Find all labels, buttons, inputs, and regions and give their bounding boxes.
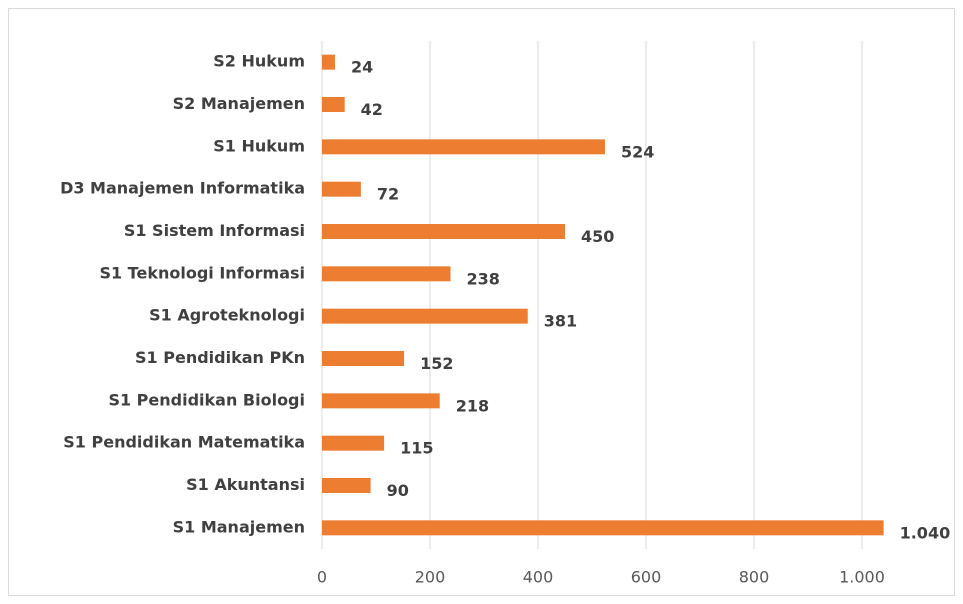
value-label: 218 [456, 396, 489, 415]
category-label: S2 Hukum [213, 52, 305, 71]
bar [322, 97, 345, 112]
value-label: 115 [400, 439, 433, 458]
value-label: 238 [467, 269, 500, 288]
bar [322, 478, 371, 493]
value-label: 24 [351, 58, 373, 77]
bar [322, 224, 565, 239]
bar [322, 139, 605, 155]
x-tick-label: 1.000 [839, 568, 885, 587]
bar [322, 181, 361, 197]
category-label: S1 Agroteknologi [149, 306, 305, 325]
value-label: 381 [544, 312, 577, 331]
category-label: S1 Akuntansi [186, 475, 305, 494]
bar [322, 520, 884, 536]
bar [322, 308, 528, 324]
category-label: S1 Manajemen [173, 517, 305, 536]
bar [322, 435, 385, 451]
bar [322, 393, 440, 409]
category-label: S1 Pendidikan Matematika [63, 433, 305, 452]
chart-border [8, 8, 955, 596]
category-label: S2 Manajemen [173, 94, 305, 113]
value-label: 1.040 [900, 523, 951, 542]
x-tick-label: 600 [631, 568, 662, 587]
value-label: 90 [387, 481, 409, 500]
x-tick-label: 200 [415, 568, 446, 587]
x-tick-label: 400 [523, 568, 554, 587]
category-label: S1 Pendidikan Biologi [108, 390, 305, 409]
value-label: 72 [377, 185, 399, 204]
bar [322, 266, 451, 282]
value-label: 152 [420, 354, 453, 373]
value-label: 450 [581, 227, 614, 246]
value-label: 42 [361, 100, 383, 119]
x-tick-label: 800 [739, 568, 770, 587]
bar [322, 351, 405, 366]
bar [322, 54, 335, 70]
category-label: D3 Manajemen Informatika [60, 179, 305, 198]
category-label: S1 Teknologi Informasi [99, 263, 305, 282]
category-label: S1 Pendidikan PKn [135, 348, 305, 367]
value-label: 524 [621, 142, 654, 161]
category-label: S1 Sistem Informasi [124, 221, 305, 240]
x-tick-label: 0 [317, 568, 327, 587]
category-label: S1 Hukum [213, 136, 305, 155]
